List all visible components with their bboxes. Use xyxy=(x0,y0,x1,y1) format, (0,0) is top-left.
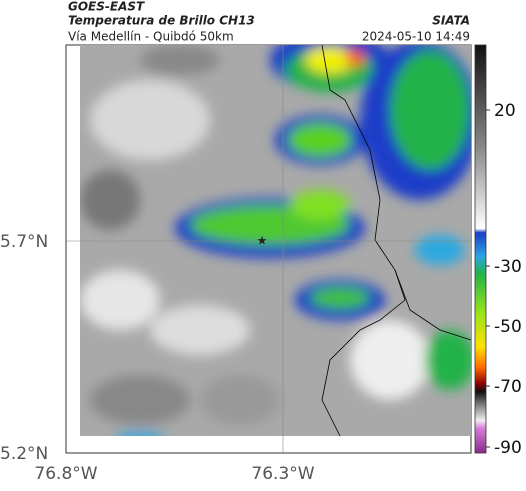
colorbar-tick-label: 20 xyxy=(494,101,516,121)
lon-label: 76.8°W xyxy=(34,464,97,484)
title: Temperatura de Brillo CH13 xyxy=(68,14,255,28)
colorbar-tick-label: -70 xyxy=(494,377,522,397)
colorbar-tick-label: -30 xyxy=(494,257,522,277)
lat-label: 5.2°N xyxy=(0,444,48,464)
lat-label: 5.7°N xyxy=(0,232,48,252)
colorbar-ticks: 20 -30 -50 -70 -90 xyxy=(486,101,522,458)
lon-label: 76.3°W xyxy=(251,464,314,484)
colorbar-tick-label: -50 xyxy=(494,317,522,337)
datetime: 2024-05-10 14:49 xyxy=(362,30,470,44)
organization: SIATA xyxy=(432,14,470,28)
source: GOES-EAST xyxy=(68,0,145,14)
satellite-image xyxy=(80,45,471,436)
colorbar-tick-label: -90 xyxy=(494,438,522,458)
subtitle: Vía Medellín - Quibdó 50km xyxy=(68,30,234,44)
station-marker: ★ xyxy=(257,234,268,248)
colorbar xyxy=(474,44,487,454)
